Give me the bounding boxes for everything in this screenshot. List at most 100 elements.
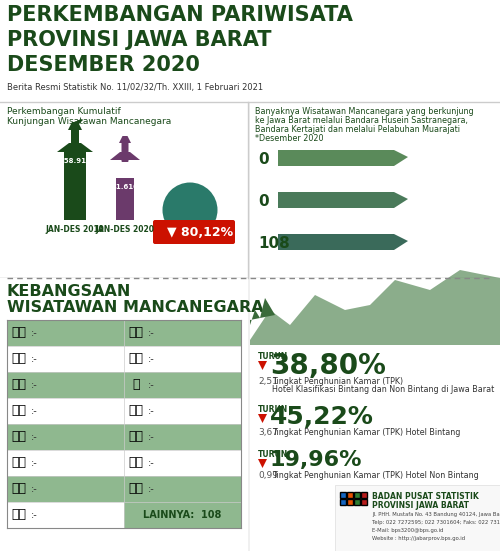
Text: DESEMBER 2020: DESEMBER 2020 — [7, 55, 200, 75]
Text: 0: 0 — [258, 152, 268, 166]
Text: TURUN: TURUN — [258, 405, 288, 414]
FancyBboxPatch shape — [0, 278, 248, 551]
FancyBboxPatch shape — [7, 398, 241, 424]
Text: ➕: ➕ — [132, 379, 140, 392]
Text: ke Jawa Barat melalui Bandara Husein Sastranegara,: ke Jawa Barat melalui Bandara Husein Sas… — [255, 116, 468, 125]
Polygon shape — [68, 122, 82, 130]
Text: 🇩🇪: 🇩🇪 — [128, 430, 144, 444]
Text: 🇹🇭: 🇹🇭 — [12, 404, 26, 418]
Text: 🇲🇾: 🇲🇾 — [12, 353, 26, 365]
Text: 🇯🇵: 🇯🇵 — [12, 430, 26, 444]
FancyBboxPatch shape — [0, 102, 248, 277]
Text: 🇨🇳: 🇨🇳 — [12, 483, 26, 495]
FancyBboxPatch shape — [116, 178, 134, 220]
Text: 38,80%: 38,80% — [270, 352, 386, 380]
Text: Telp: 022 7272595; 022 7301604; Faks: 022 7315572: Telp: 022 7272595; 022 7301604; Faks: 02… — [372, 520, 500, 525]
Text: 0,99: 0,99 — [258, 471, 278, 480]
Text: TURUN: TURUN — [258, 352, 288, 361]
FancyBboxPatch shape — [7, 320, 241, 346]
Text: 🇺🇸: 🇺🇸 — [128, 353, 144, 365]
Text: Kunjungan Wisatawan Mancanegara: Kunjungan Wisatawan Mancanegara — [7, 117, 171, 126]
FancyBboxPatch shape — [250, 102, 500, 277]
Polygon shape — [258, 459, 267, 468]
FancyBboxPatch shape — [361, 492, 367, 498]
FancyBboxPatch shape — [7, 372, 241, 398]
Polygon shape — [250, 298, 275, 325]
Text: Tingkat Penghunian Kamar (TPK) Hotel Non Bintang: Tingkat Penghunian Kamar (TPK) Hotel Non… — [272, 471, 479, 480]
Text: :-: :- — [31, 484, 38, 494]
FancyBboxPatch shape — [347, 499, 353, 505]
Text: TURUN: TURUN — [258, 450, 288, 459]
Text: :-: :- — [148, 354, 155, 364]
FancyBboxPatch shape — [340, 499, 346, 505]
Text: E-Mail: bps3200@bps.go.id: E-Mail: bps3200@bps.go.id — [372, 528, 444, 533]
Text: KEBANGSAAN: KEBANGSAAN — [7, 284, 132, 299]
Text: 🇸🇬: 🇸🇬 — [12, 327, 26, 339]
Text: :-: :- — [31, 406, 38, 416]
FancyBboxPatch shape — [71, 129, 79, 153]
Text: Website : http://jabarprov.bps.go.id: Website : http://jabarprov.bps.go.id — [372, 536, 465, 541]
Text: 🇳🇱: 🇳🇱 — [128, 404, 144, 418]
FancyBboxPatch shape — [335, 485, 500, 551]
Text: :-: :- — [31, 432, 38, 442]
Text: 2,51: 2,51 — [258, 377, 278, 386]
Text: 🇮🇳: 🇮🇳 — [12, 509, 26, 521]
Text: 31.610: 31.610 — [112, 184, 138, 190]
Text: Banyaknya Wisatawan Mancanegara yang berkunjung: Banyaknya Wisatawan Mancanegara yang ber… — [255, 107, 474, 116]
Text: :-: :- — [31, 328, 38, 338]
Text: 🇦🇺: 🇦🇺 — [128, 327, 144, 339]
Text: 19,96%: 19,96% — [270, 450, 362, 470]
Text: 0: 0 — [258, 193, 268, 208]
Text: JAN-DES 2019: JAN-DES 2019 — [46, 225, 104, 234]
FancyBboxPatch shape — [354, 499, 360, 505]
Polygon shape — [72, 120, 83, 125]
Text: :-: :- — [31, 380, 38, 390]
FancyBboxPatch shape — [124, 502, 241, 528]
Text: Berita Resmi Statistik No. 11/02/32/Th. XXIII, 1 Februari 2021: Berita Resmi Statistik No. 11/02/32/Th. … — [7, 83, 263, 92]
Text: 🇵🇭: 🇵🇭 — [12, 379, 26, 392]
Text: Jl. PHH. Mustafa No. 43 Bandung 40124, Jawa Barat: Jl. PHH. Mustafa No. 43 Bandung 40124, J… — [372, 512, 500, 517]
Text: Perkembangan Kumulatif: Perkembangan Kumulatif — [7, 107, 121, 116]
Text: :-: :- — [148, 328, 155, 338]
Polygon shape — [278, 234, 408, 250]
Polygon shape — [258, 361, 267, 370]
Text: BADAN PUSAT STATISTIK: BADAN PUSAT STATISTIK — [372, 492, 479, 501]
FancyBboxPatch shape — [7, 450, 241, 476]
Text: :-: :- — [31, 354, 38, 364]
Text: :-: :- — [31, 458, 38, 468]
Polygon shape — [278, 150, 408, 166]
FancyBboxPatch shape — [7, 476, 241, 502]
FancyBboxPatch shape — [7, 424, 241, 450]
Polygon shape — [110, 152, 140, 160]
FancyBboxPatch shape — [153, 220, 235, 244]
Text: PROVINSI JAWA BARAT: PROVINSI JAWA BARAT — [7, 30, 272, 50]
Polygon shape — [278, 192, 408, 208]
Text: PROVINSI JAWA BARAT: PROVINSI JAWA BARAT — [372, 501, 469, 510]
Text: :-: :- — [31, 510, 38, 520]
Text: Tingkat Penghunian Kamar (TPK) Hotel Bintang: Tingkat Penghunian Kamar (TPK) Hotel Bin… — [272, 428, 460, 437]
Text: 🇫🇷: 🇫🇷 — [128, 456, 144, 469]
Text: Tingkat Penghunian Kamar (TPK): Tingkat Penghunian Kamar (TPK) — [272, 377, 403, 386]
Text: PERKEMBANGAN PARIWISATA: PERKEMBANGAN PARIWISATA — [7, 5, 353, 25]
Polygon shape — [119, 136, 131, 143]
Polygon shape — [57, 143, 93, 152]
FancyBboxPatch shape — [354, 492, 360, 498]
Text: JAN-DES 2020: JAN-DES 2020 — [96, 225, 154, 234]
Text: 108: 108 — [258, 235, 290, 251]
Text: *Desember 2020: *Desember 2020 — [255, 134, 324, 143]
FancyBboxPatch shape — [340, 492, 346, 498]
FancyBboxPatch shape — [347, 492, 353, 498]
Text: Bandara Kertajati dan melalui Pelabuhan Muarajati: Bandara Kertajati dan melalui Pelabuhan … — [255, 125, 460, 134]
FancyBboxPatch shape — [361, 499, 367, 505]
Ellipse shape — [162, 182, 218, 237]
Text: :-: :- — [148, 484, 155, 494]
Text: WISATAWAN MANCANEGARA: WISATAWAN MANCANEGARA — [7, 300, 264, 315]
Text: 🇸🇦: 🇸🇦 — [128, 483, 144, 495]
Text: 3,67: 3,67 — [258, 428, 278, 437]
FancyBboxPatch shape — [7, 502, 241, 528]
Polygon shape — [258, 414, 267, 423]
Text: :-: :- — [148, 380, 155, 390]
FancyBboxPatch shape — [0, 0, 500, 102]
Text: 158.916: 158.916 — [59, 158, 91, 164]
Polygon shape — [250, 270, 500, 345]
